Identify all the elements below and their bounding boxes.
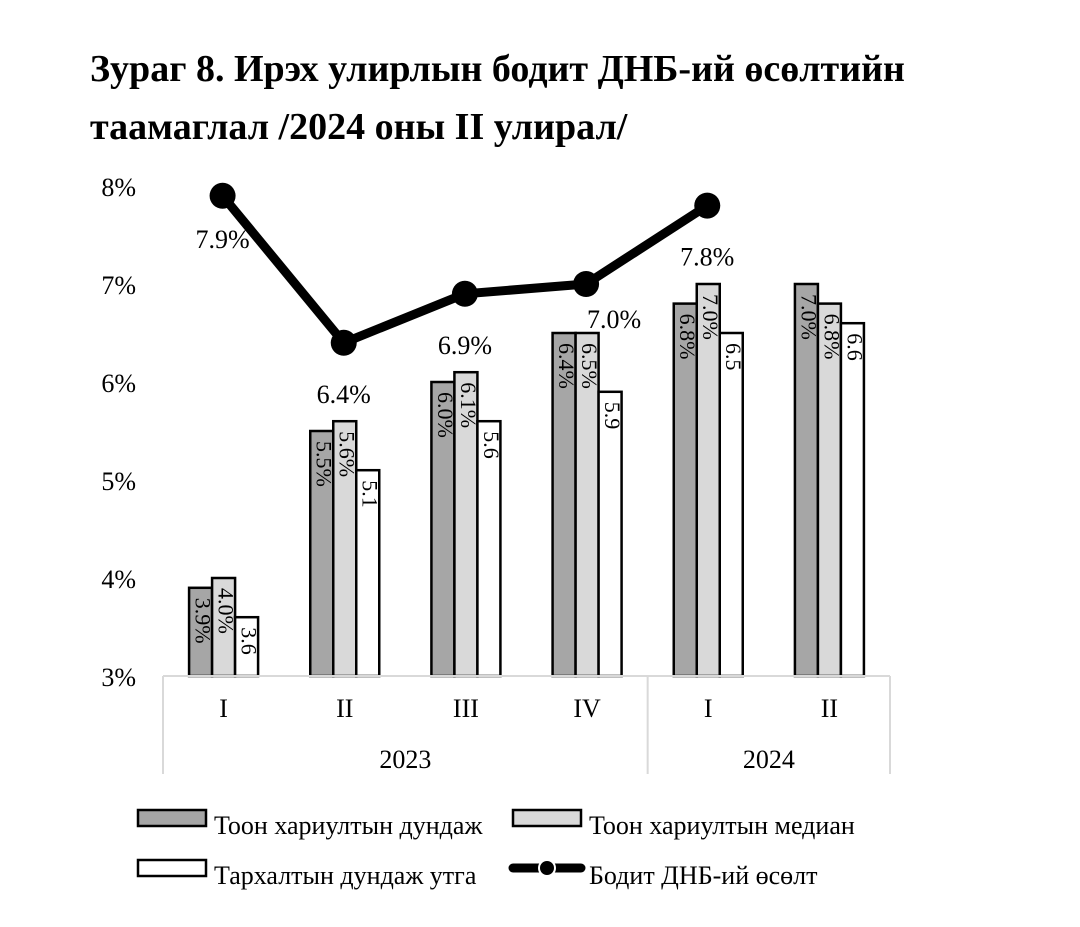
line-point: [573, 271, 600, 297]
legend-label: Тоон хариултын медиан: [589, 811, 855, 840]
y-tick-label: 3%: [101, 663, 136, 692]
bar: [839, 321, 866, 678]
line-point: [451, 280, 478, 307]
x-tick-label: IV: [573, 694, 601, 723]
bar-data-label: 6.8%: [675, 314, 700, 360]
bar: [816, 302, 843, 678]
legend-label: Тоон хариултын дундаж: [214, 811, 483, 840]
line-point: [694, 192, 721, 219]
bar: [793, 282, 820, 678]
bar-data-label: 6.6: [842, 333, 867, 361]
bar-data-label: 3.9%: [191, 598, 216, 644]
bar-data-label: 7.0%: [796, 294, 821, 340]
x-group-label: 2024: [743, 745, 795, 774]
bar: [476, 419, 502, 678]
y-tick-label: 8%: [101, 173, 136, 202]
legend-marker: [538, 859, 556, 877]
bar-data-label: 6.1%: [456, 382, 481, 428]
line-data-label: 7.9%: [195, 225, 249, 254]
bar-data-label: 6.4%: [554, 343, 579, 389]
legend-swatch: [136, 858, 208, 878]
bar-data-label: 5.5%: [312, 441, 337, 487]
bar-data-label: 4.0%: [214, 588, 239, 634]
x-tick-label: I: [704, 694, 713, 723]
y-tick-label: 5%: [101, 467, 136, 496]
bar-data-label: 6.8%: [819, 314, 844, 360]
x-tick-label: I: [219, 694, 228, 723]
bar-data-label: 5.9: [600, 402, 625, 430]
bar: [718, 331, 744, 678]
x-tick-label: II: [821, 694, 838, 723]
line-data-label: 6.4%: [317, 380, 371, 409]
bar-data-label: 5.6: [479, 431, 504, 458]
bar: [672, 302, 698, 678]
line-data-label: 6.9%: [438, 331, 492, 360]
line-data-label: 7.8%: [680, 243, 734, 272]
y-tick-label: 4%: [101, 565, 136, 594]
x-tick-label: II: [336, 694, 353, 723]
line-point: [209, 182, 236, 209]
line-point: [330, 329, 357, 356]
bar-data-label: 7.0%: [698, 294, 723, 340]
bar-data-label: 5.1: [358, 480, 383, 508]
x-group-label: 2023: [379, 745, 431, 774]
bar-data-label: 5.6%: [335, 431, 360, 477]
y-tick-label: 6%: [101, 369, 136, 398]
bar-data-label: 6.5: [721, 343, 746, 371]
bar-data-label: 3.6: [237, 627, 262, 655]
bar-data-label: 6.5%: [577, 343, 602, 389]
bar: [597, 390, 623, 678]
x-tick-label: III: [453, 694, 479, 723]
chart-title: Зураг 8. Ирэх улирлын бодит ДНБ-ий өсөлт…: [90, 48, 905, 148]
y-tick-label: 7%: [101, 271, 136, 300]
line-data-label: 7.0%: [587, 305, 641, 334]
legend-swatch: [511, 808, 583, 828]
bar-data-label: 6.0%: [433, 392, 458, 438]
legend-swatch: [136, 808, 208, 828]
legend-label: Тархалтын дундаж утга: [214, 861, 477, 890]
legend-label: Бодит ДНБ-ий өсөлт: [589, 861, 818, 890]
